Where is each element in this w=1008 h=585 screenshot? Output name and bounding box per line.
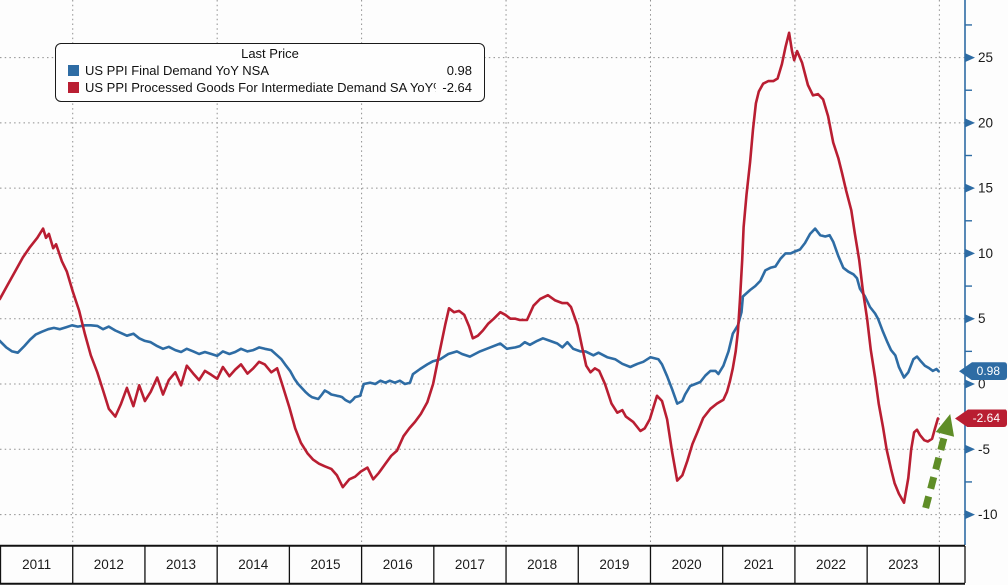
- legend-item-final-demand: US PPI Final Demand YoY NSA 0.98: [56, 62, 484, 79]
- x-axis-year-label: 2011: [22, 557, 51, 572]
- y-axis-tick-label: 20: [978, 115, 993, 130]
- y-axis-tick-arrow-icon: [965, 118, 975, 128]
- legend-series-value: -2.64: [442, 80, 472, 95]
- x-axis-year-label: 2016: [383, 557, 413, 572]
- legend-title: Last Price: [241, 46, 299, 61]
- x-axis-year-label: 2018: [527, 557, 557, 572]
- legend-series-label: US PPI Final Demand YoY NSA: [85, 63, 270, 78]
- x-axis-year-label: 2017: [455, 557, 485, 572]
- series-swatch-blue-icon: [68, 65, 79, 76]
- legend-series-label: US PPI Processed Goods For Intermediate …: [85, 80, 437, 95]
- x-axis-year-label: 2020: [672, 557, 702, 572]
- y-axis-tick-arrow-icon: [965, 183, 975, 193]
- y-axis-tick-arrow-icon: [965, 248, 975, 258]
- y-axis-tick-arrow-icon: [965, 444, 975, 454]
- y-axis-tick-label: 0: [978, 377, 986, 392]
- y-axis-tick-label: 15: [978, 181, 993, 196]
- y-axis-tick-label: -5: [978, 442, 990, 457]
- x-axis-year-label: 2013: [166, 557, 196, 572]
- x-axis-year-label: 2019: [599, 557, 629, 572]
- legend-item-processed-goods: US PPI Processed Goods For Intermediate …: [56, 79, 484, 96]
- x-axis-year-label: 2014: [238, 557, 269, 572]
- x-axis-year-label: 2021: [744, 557, 774, 572]
- legend: Last Price US PPI Final Demand YoY NSA 0…: [55, 43, 485, 102]
- legend-series-value: 0.98: [446, 63, 472, 78]
- y-axis-tick-label: -10: [978, 507, 998, 522]
- x-axis-year-label: 2015: [310, 557, 340, 572]
- y-axis-tick-label: 5: [978, 311, 986, 326]
- y-axis-tick-arrow-icon: [965, 53, 975, 63]
- trend-arrow-shaft: [922, 427, 950, 509]
- series-line-final-demand: [0, 227, 940, 405]
- x-axis-year-label: 2022: [816, 557, 846, 572]
- y-axis-tick-arrow-icon: [965, 510, 975, 520]
- trend-arrow-head-icon: [935, 414, 955, 437]
- x-axis-year-label: 2023: [888, 557, 918, 572]
- y-axis-tick-label: 25: [978, 50, 993, 65]
- last-price-badge-processed-goods: -2.64: [955, 409, 1007, 428]
- last-price-badge-final-demand: 0.98: [959, 362, 1007, 381]
- x-axis-year-label: 2012: [94, 557, 124, 572]
- series-swatch-red-icon: [68, 82, 79, 93]
- y-axis-tick-label: 10: [978, 246, 993, 261]
- y-axis-tick-arrow-icon: [965, 314, 975, 324]
- y-axis-tick-arrow-icon: [965, 379, 975, 389]
- series-line-processed-goods: [0, 31, 940, 505]
